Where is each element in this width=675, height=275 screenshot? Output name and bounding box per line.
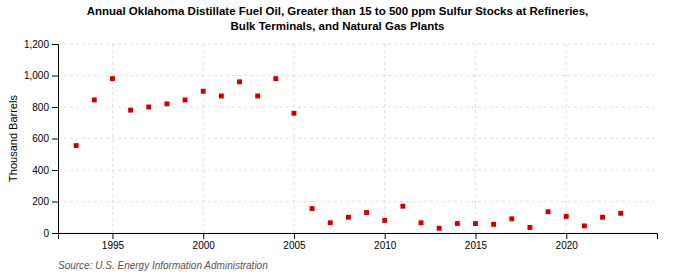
point (346, 215, 351, 220)
x-tick-label: 2005 (283, 240, 306, 251)
x-tick-mark (566, 233, 567, 239)
point (455, 221, 460, 226)
x-tick-mark (385, 233, 386, 239)
y-grid-line (58, 170, 657, 171)
point (546, 209, 551, 214)
y-tick: 400 (32, 165, 58, 176)
point (183, 97, 188, 102)
point (382, 218, 387, 223)
point (491, 222, 496, 227)
point (328, 220, 333, 225)
point (527, 225, 532, 230)
y-axis: 0 200 400 600 800 1,000 1,200 (24, 39, 59, 239)
x-grid-line (112, 44, 113, 233)
x-grid-line (384, 44, 385, 233)
y-grid-line (58, 201, 657, 202)
point (110, 76, 115, 81)
point (400, 204, 405, 209)
title: Annual Oklahoma Distillate Fuel Oil, Gre… (87, 5, 589, 32)
x-axis-line (59, 234, 658, 240)
point (74, 143, 79, 148)
y-tick-mark (52, 107, 58, 108)
y-axis-line (52, 45, 59, 234)
source: Source: U.S. Energy Information Administ… (58, 260, 268, 271)
point (419, 220, 424, 225)
point (437, 226, 442, 231)
x-tick-label: 2010 (374, 240, 397, 251)
point (600, 215, 605, 220)
x-grid-line (566, 44, 567, 233)
point (292, 111, 297, 116)
point (364, 210, 369, 215)
point (146, 105, 151, 110)
x-tick-mark (294, 233, 295, 239)
y-tick-mark (52, 170, 58, 171)
x-tick-label: 2020 (556, 240, 579, 251)
points (74, 76, 623, 231)
point (473, 221, 478, 226)
y-grid-line (58, 138, 657, 139)
point (618, 211, 623, 216)
y-tick-mark (52, 44, 58, 45)
y-tick-mark (52, 202, 58, 203)
plot: 1995 2000 2005 2010 2015 2020 0 200 400 600 800 1,0… (24, 39, 658, 251)
y-tick-label: 200 (32, 196, 49, 207)
x-tick: 2015 (465, 233, 488, 251)
title-line: Annual Oklahoma Distillate Fuel Oil, Gre… (87, 5, 589, 17)
y-grid-line (58, 75, 657, 76)
y-tick-mark (52, 76, 58, 77)
point (92, 97, 97, 102)
point (128, 108, 133, 113)
chart: 1995 2000 2005 2010 2015 2020 0 200 400 600 800 1,0… (0, 0, 675, 275)
x-tick: 2000 (193, 233, 216, 251)
x-tick-label: 2015 (465, 240, 488, 251)
x-tick: 2010 (374, 233, 397, 251)
point (201, 89, 206, 94)
y-tick: 1,000 (24, 70, 58, 81)
y-tick-mark (52, 233, 58, 234)
point (237, 79, 242, 84)
y-axis-title: Thousand Barrels (7, 95, 19, 182)
point (164, 101, 169, 106)
y-tick: 1,200 (24, 39, 58, 50)
y-grid-line (58, 44, 657, 45)
y-tick-mark (52, 139, 58, 140)
point (582, 223, 587, 228)
grid (58, 44, 657, 233)
x-tick: 2005 (283, 233, 306, 251)
x-tick-mark (112, 233, 113, 239)
y-tick-label: 800 (32, 102, 49, 113)
y-tick-label: 1,000 (24, 70, 49, 81)
point (219, 94, 224, 99)
point (255, 94, 260, 99)
point (310, 206, 315, 211)
y-tick: 600 (32, 133, 58, 144)
x-tick: 1995 (102, 233, 125, 251)
x-tick: 2020 (556, 233, 579, 251)
x-tick-label: 1995 (102, 240, 125, 251)
point (509, 216, 514, 221)
x-grid-line (475, 44, 476, 233)
y-tick: 0 (43, 228, 58, 239)
y-tick: 800 (32, 102, 58, 113)
y-tick-label: 400 (32, 165, 49, 176)
x-tick-mark (475, 233, 476, 239)
y-tick-label: 0 (43, 228, 49, 239)
x-tick-mark (203, 233, 204, 239)
x-axis: 1995 2000 2005 2010 2015 2020 (59, 233, 658, 251)
y-tick-label: 600 (32, 133, 49, 144)
y-tick: 200 (32, 196, 58, 207)
y-tick-label: 1,200 (24, 39, 49, 50)
x-grid-line (203, 44, 204, 233)
point (564, 214, 569, 219)
x-tick-label: 2000 (193, 240, 216, 251)
point (273, 76, 278, 81)
title-line: Bulk Terminals, and Natural Gas Plants (231, 20, 445, 32)
x-grid-line (293, 44, 294, 233)
